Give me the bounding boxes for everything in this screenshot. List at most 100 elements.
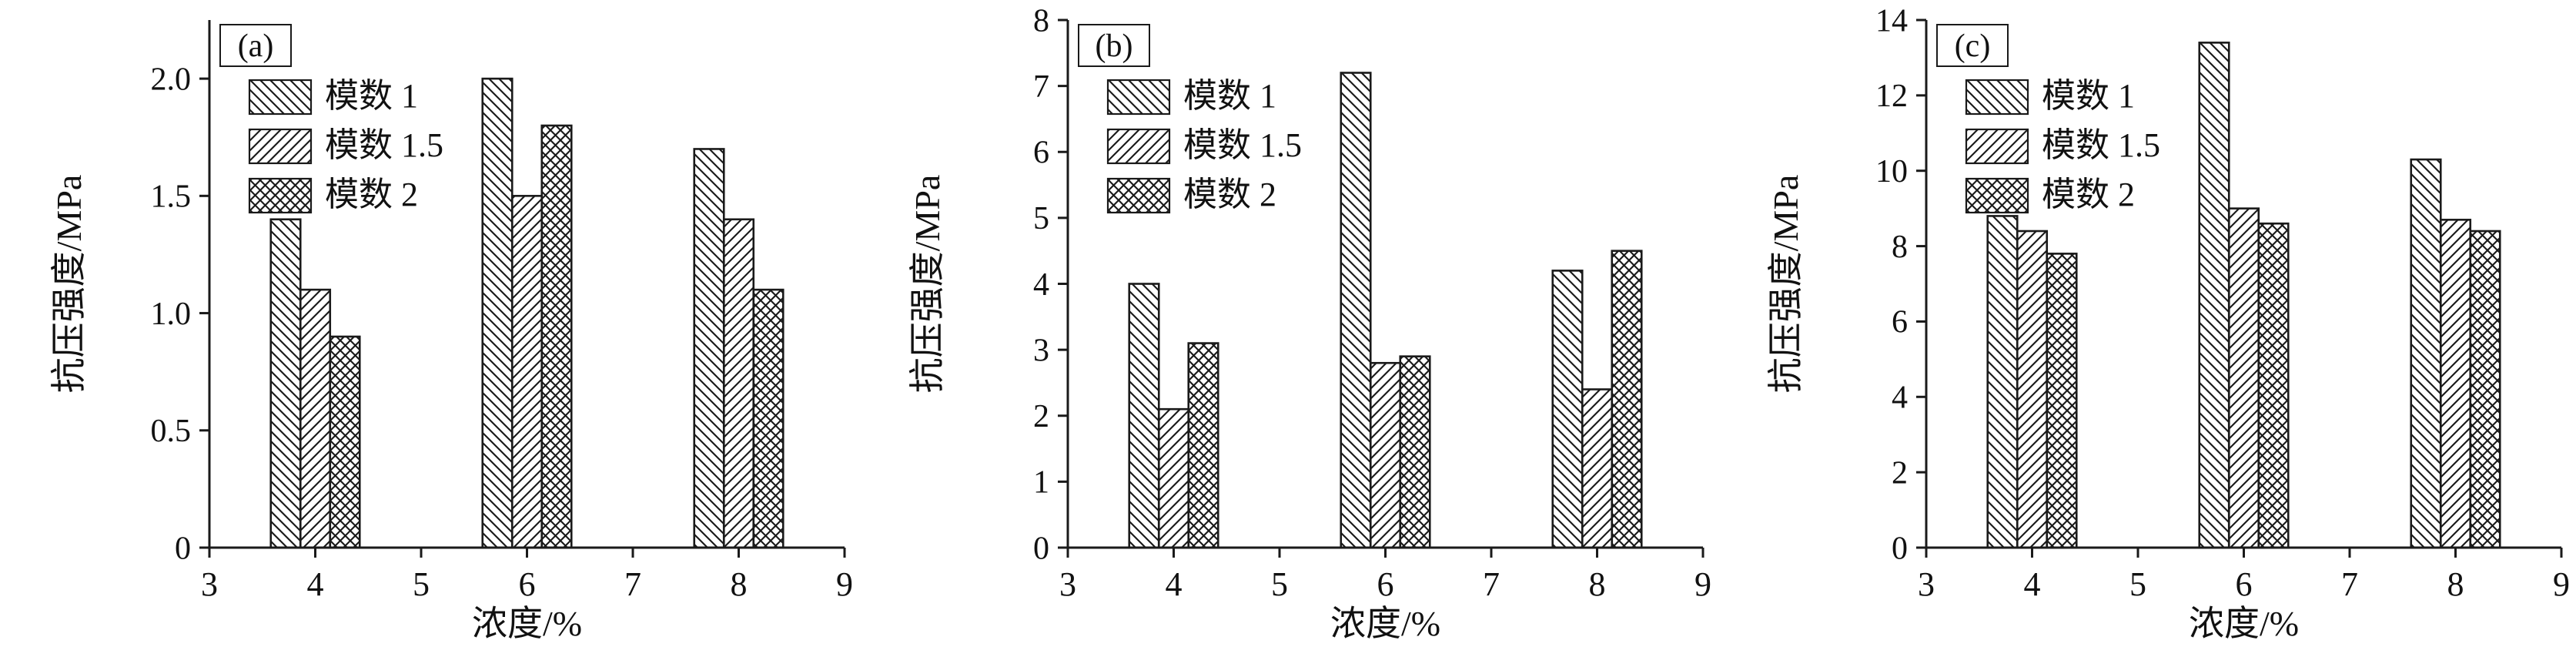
- bar: [693, 148, 725, 549]
- y-tick-label: 0: [1892, 531, 1908, 566]
- x-tick-label: 6: [1377, 565, 1394, 603]
- bar: [722, 218, 755, 549]
- y-tick-label: 6: [1892, 305, 1908, 340]
- legend-swatch: [1106, 128, 1171, 165]
- y-tick-label: 2: [1033, 399, 1049, 434]
- y-tick-label: 0: [1033, 531, 1049, 566]
- y-tick-label: 0.5: [151, 414, 192, 449]
- bar: [1157, 407, 1190, 549]
- bar: [1340, 72, 1372, 549]
- y-tick-label: 12: [1875, 79, 1908, 114]
- legend-swatch: [248, 79, 313, 116]
- x-tick-label: 4: [2024, 565, 2041, 603]
- legend-swatch: [1965, 79, 2029, 116]
- panel-label: (c): [1955, 28, 1991, 64]
- x-tick-label: 3: [1918, 565, 1935, 603]
- y-tick-label: 4: [1033, 267, 1049, 303]
- y-tick-label: 2: [1892, 455, 1908, 491]
- x-tick-label: 8: [1589, 565, 1606, 603]
- bar: [1187, 342, 1219, 549]
- panel-label: (a): [238, 28, 274, 64]
- bar: [2439, 219, 2472, 549]
- legend-label: 模数 2: [1183, 176, 1276, 213]
- bar: [2410, 158, 2442, 549]
- legend-swatch: [1106, 79, 1171, 116]
- legend-label: 模数 2: [2042, 176, 2135, 213]
- x-tick-label: 3: [201, 565, 218, 603]
- y-tick-label: 8: [1033, 3, 1049, 39]
- panel-label-box: [1936, 24, 2009, 67]
- bar: [269, 218, 302, 549]
- chart-panel-b: 0 1 2 3 4 5 6 7 8 3 4 5 6 7 8 9 抗压强度/MPa 浓度/% (b) 模数 1 模数 1.…: [858, 0, 1717, 657]
- x-tick-label: 9: [836, 565, 853, 603]
- x-tick-label: 6: [519, 565, 536, 603]
- x-tick-label: 4: [307, 565, 324, 603]
- x-tick-label: 9: [2553, 565, 2570, 603]
- bar: [1551, 270, 1584, 549]
- y-tick-label: 0: [175, 531, 191, 566]
- y-axis-title: 抗压强度/MPa: [49, 175, 89, 394]
- y-tick-label: 4: [1892, 380, 1908, 416]
- x-tick-label: 5: [413, 565, 430, 603]
- bar: [2046, 253, 2078, 549]
- x-tick-label: 9: [1694, 565, 1711, 603]
- bar: [1986, 215, 2019, 549]
- y-tick-label: 6: [1033, 136, 1049, 171]
- bar: [2227, 207, 2260, 549]
- x-tick-label: 7: [624, 565, 641, 603]
- y-tick-label: 1.5: [151, 179, 192, 215]
- x-tick-label: 8: [731, 565, 748, 603]
- bar: [1581, 388, 1614, 549]
- y-axis-title: 抗压强度/MPa: [908, 175, 947, 394]
- bar: [2016, 230, 2049, 549]
- y-tick-label: 10: [1875, 154, 1908, 189]
- legend-swatch: [248, 177, 313, 214]
- bar: [1611, 250, 1643, 549]
- bar: [540, 124, 573, 549]
- bar: [752, 288, 785, 549]
- y-tick-label: 1: [1033, 465, 1049, 501]
- x-axis-title: 浓度/%: [2189, 604, 2299, 643]
- legend-label: 模数 2: [325, 176, 418, 213]
- bar: [2469, 230, 2501, 549]
- x-tick-label: 5: [2129, 565, 2146, 603]
- y-axis-title: 抗压强度/MPa: [1766, 175, 1805, 394]
- legend-swatch: [248, 128, 313, 165]
- chart-panel-a: 0 0.5 1.0 1.5 2.0 3 4 5 6 7 8 9 抗压强度/MPa 浓度/% (a) 模数 1 模…: [0, 0, 858, 657]
- bar: [329, 335, 361, 549]
- x-tick-label: 8: [2447, 565, 2464, 603]
- legend-label: 模数 1.5: [325, 126, 443, 164]
- legend-label: 模数 1.5: [2042, 126, 2160, 164]
- bar: [1399, 355, 1431, 549]
- y-tick-label: 1.0: [151, 297, 192, 332]
- chart-c: 0 2 4 6 8 10 12 14 3 4 5 6 7 8 9 抗压强度/MPa 浓度/% (c) 模数 1 模数 …: [1766, 3, 2570, 643]
- legend-swatch: [1965, 177, 2029, 214]
- chart-b: 0 1 2 3 4 5 6 7 8 3 4 5 6 7 8 9 抗压强度/MPa 浓度/% (b) 模数 1 模数 1.…: [908, 3, 1711, 643]
- bar: [2198, 42, 2230, 549]
- x-tick-label: 6: [2236, 565, 2253, 603]
- legend-swatch: [1106, 177, 1171, 214]
- bar: [299, 288, 332, 549]
- bar: [510, 195, 544, 549]
- x-tick-label: 7: [1483, 565, 1500, 603]
- legend-swatch: [1965, 128, 2029, 165]
- panel-label-box: [219, 24, 292, 67]
- x-tick-label: 7: [2341, 565, 2358, 603]
- x-tick-label: 3: [1059, 565, 1076, 603]
- panel-label-box: [1078, 24, 1150, 67]
- legend-label: 模数 1: [325, 77, 418, 115]
- x-tick-label: 4: [1166, 565, 1183, 603]
- legend-label: 模数 1: [1183, 77, 1276, 115]
- legend-label: 模数 1: [2042, 77, 2135, 115]
- chart-panel-c: 0 2 4 6 8 10 12 14 3 4 5 6 7 8 9 抗压强度/MPa 浓度/% (c) 模数 1 模数 …: [1717, 0, 2575, 657]
- x-tick-label: 5: [1271, 565, 1288, 603]
- bar: [2257, 222, 2290, 549]
- y-tick-label: 5: [1033, 201, 1049, 236]
- bar: [481, 77, 514, 549]
- y-tick-label: 8: [1892, 230, 1908, 265]
- legend-label: 模数 1.5: [1183, 126, 1302, 164]
- y-tick-label: 14: [1875, 3, 1908, 39]
- bar: [1128, 283, 1160, 549]
- panel-label: (b): [1096, 28, 1133, 64]
